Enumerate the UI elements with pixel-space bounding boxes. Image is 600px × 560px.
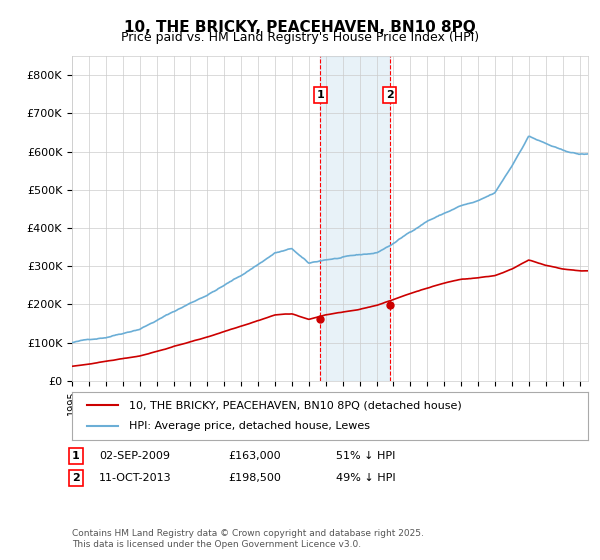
Text: £163,000: £163,000 <box>228 451 281 461</box>
Text: 1: 1 <box>72 451 80 461</box>
Text: 51% ↓ HPI: 51% ↓ HPI <box>336 451 395 461</box>
Text: £198,500: £198,500 <box>228 473 281 483</box>
Text: 2: 2 <box>72 473 80 483</box>
Text: 1: 1 <box>316 90 324 100</box>
Text: 10, THE BRICKY, PEACEHAVEN, BN10 8PQ (detached house): 10, THE BRICKY, PEACEHAVEN, BN10 8PQ (de… <box>129 400 461 410</box>
Text: 02-SEP-2009: 02-SEP-2009 <box>99 451 170 461</box>
Text: 2: 2 <box>386 90 394 100</box>
Text: 11-OCT-2013: 11-OCT-2013 <box>99 473 172 483</box>
Text: 49% ↓ HPI: 49% ↓ HPI <box>336 473 395 483</box>
Text: Price paid vs. HM Land Registry's House Price Index (HPI): Price paid vs. HM Land Registry's House … <box>121 31 479 44</box>
Text: 10, THE BRICKY, PEACEHAVEN, BN10 8PQ: 10, THE BRICKY, PEACEHAVEN, BN10 8PQ <box>124 20 476 35</box>
Text: Contains HM Land Registry data © Crown copyright and database right 2025.
This d: Contains HM Land Registry data © Crown c… <box>72 529 424 549</box>
Text: HPI: Average price, detached house, Lewes: HPI: Average price, detached house, Lewe… <box>129 421 370 431</box>
Bar <box>320 56 390 381</box>
